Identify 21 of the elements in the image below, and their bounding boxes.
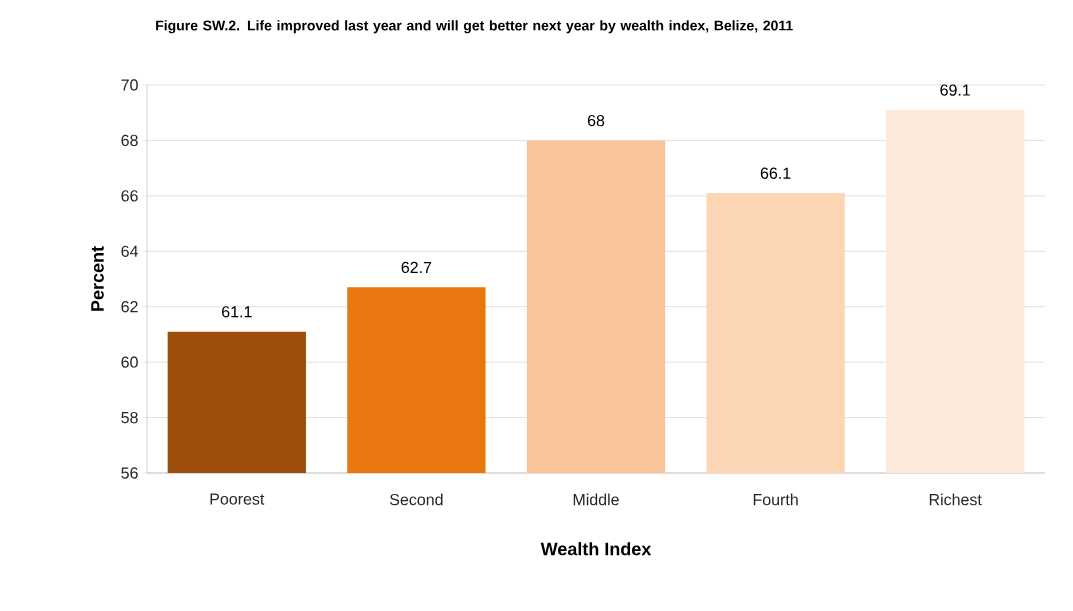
data-label: 62.7 — [401, 261, 432, 274]
y-tick-label: 62 — [121, 301, 138, 313]
y-tick-label: 70 — [121, 79, 138, 91]
chart-title: Figure SW.2. Life improved last year and will get better next year by wealth index, Belize, 2011 — [156, 20, 793, 34]
y-tick-label: 64 — [121, 245, 138, 257]
y-tick-label: 66 — [121, 190, 138, 202]
x-tick-label: Richest — [929, 493, 982, 506]
x-tick-label: Second — [389, 493, 443, 506]
y-axis-title: Percent — [91, 246, 104, 311]
y-tick-label: 60 — [121, 356, 138, 368]
y-tick-label: 56 — [121, 467, 138, 479]
x-tick-label: Middle — [573, 493, 619, 506]
data-label: 68 — [587, 114, 605, 127]
y-tick-label: 68 — [121, 134, 138, 147]
data-label: 69.1 — [940, 84, 970, 96]
y-tick-label: 58 — [121, 411, 138, 424]
data-label: 61.1 — [222, 306, 252, 318]
x-tick-label: Poorest — [210, 493, 265, 505]
x-tick-label: Fourth — [753, 493, 798, 506]
data-label: 66.1 — [760, 167, 791, 179]
x-axis-title: Wealth Index — [540, 542, 652, 556]
